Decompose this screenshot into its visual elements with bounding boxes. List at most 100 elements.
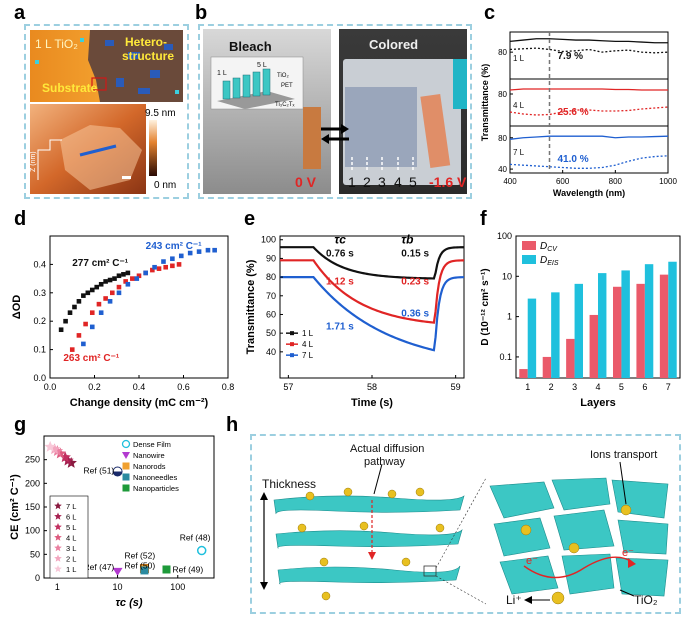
y-tick-label: 0.3: [33, 288, 46, 298]
data-point: [103, 279, 108, 284]
legend-marker: [290, 331, 294, 335]
subplot-annotation: 41.0 %: [558, 154, 589, 165]
legend-label: Nanowire: [133, 451, 165, 460]
y-tick-label: 100: [25, 526, 40, 536]
x-axis-label: Time (s): [351, 397, 393, 409]
series-line: [510, 136, 668, 139]
scale-max: 9.5 nm: [145, 108, 176, 119]
data-point: [170, 256, 175, 261]
data-point: [77, 333, 82, 338]
data-point: [157, 266, 162, 271]
y-axis-label: Transmittance (%): [480, 64, 490, 142]
bar: [668, 262, 676, 378]
tau-b-value: 0.15 s: [401, 249, 429, 260]
legend-label: Nanoneedles: [133, 473, 177, 482]
subplot-frame: [510, 79, 668, 126]
bar: [590, 315, 598, 378]
data-point: [117, 273, 122, 278]
electron-label-2: e⁻: [622, 547, 634, 559]
colored-film: [345, 87, 417, 167]
x-axis-label: Change density (mC cm⁻²): [70, 397, 209, 409]
y-tick-label: 90: [266, 253, 276, 263]
legend-marker: [122, 452, 130, 459]
x-tick-label: 600: [556, 177, 570, 186]
x-tick-label: 400: [503, 177, 517, 186]
thickness-label: Thickness: [262, 477, 316, 491]
x-axis-label: Layers: [580, 397, 615, 409]
tio2-label: TiO₂: [634, 593, 658, 607]
diffusion-label-1: Actual diffusion: [350, 443, 424, 455]
inset-pet: PET: [281, 83, 293, 89]
film-number: 3: [378, 174, 386, 190]
scale-min: 0 nm: [154, 180, 176, 191]
data-point: [103, 296, 108, 301]
panel-h-diagram: Thickness Actual diffusion pathway e⁻ e⁻…: [254, 438, 678, 610]
film-number: 5: [409, 174, 417, 190]
legend-label: 1 L: [302, 329, 314, 338]
x-tick-label: 0.6: [177, 382, 190, 392]
thickness-arrow: [260, 492, 268, 590]
y-tick-label: 0.2: [33, 316, 46, 326]
legend-marker: [123, 474, 130, 481]
data-point: [206, 248, 211, 253]
label-1L-tio2: 1 L TiO₂: [35, 37, 78, 51]
data-point: [112, 276, 117, 281]
panel-label-h: h: [226, 414, 238, 437]
data-point: [130, 276, 135, 281]
data-point: [126, 271, 131, 276]
y-axis-label: ΔOD: [11, 295, 23, 319]
star-legend-label: 1 L: [66, 565, 76, 574]
transmittance-curve: [280, 247, 464, 278]
z-axis-label: Z (nm): [30, 151, 37, 172]
tau-b-header: τb: [401, 232, 413, 246]
x-tick-label: 10: [113, 582, 123, 592]
legend-marker: [290, 353, 294, 357]
legend-swatch: [522, 255, 536, 264]
data-point: [121, 272, 126, 277]
legend-swatch: [522, 241, 536, 250]
film-number: 4: [394, 174, 402, 190]
tio2-flakes-zoom: [490, 478, 668, 596]
data-point: [70, 347, 75, 352]
electron-label-1: e⁻: [526, 555, 538, 567]
x-tick-label: 4: [595, 382, 600, 392]
y-tick-label: 150: [25, 502, 40, 512]
y-tick-label: 50: [266, 328, 276, 338]
data-point: [99, 282, 104, 287]
x-tick-label: 58: [367, 382, 377, 392]
x-tick-label: 6: [642, 382, 647, 392]
subplot-label: 1 L: [513, 54, 525, 63]
bleach-title: Bleach: [229, 39, 272, 54]
data-point: [179, 254, 184, 259]
y-tick-label: 100: [497, 231, 512, 241]
tau-c-value: 1.12 s: [326, 277, 354, 288]
color-scale-bar: [149, 120, 157, 176]
subplot-annotation: 25.6 %: [558, 107, 589, 118]
data-point: [161, 259, 166, 264]
li-label: Li⁺: [506, 593, 522, 607]
chart-f: 12345670.1110100LayersD (10⁻¹² cm² s⁻¹)D…: [476, 228, 686, 412]
star-legend-label: 2 L: [66, 555, 76, 564]
x-tick-label: 0.8: [222, 382, 235, 392]
bar: [645, 264, 653, 378]
data-point: [170, 264, 175, 269]
star-legend-label: 7 L: [66, 502, 76, 511]
legend-marker: [290, 342, 294, 346]
y-tick-label: 1: [507, 312, 512, 322]
legend-label: Nanoparticles: [133, 484, 179, 493]
data-point: [212, 248, 217, 253]
data-point: [94, 285, 99, 290]
y-tick-label: 60: [266, 309, 276, 319]
data-point: [177, 262, 182, 267]
x-tick-label: 0.0: [44, 382, 57, 392]
legend-marker: [123, 441, 130, 448]
tau-c-value: 1.71 s: [326, 321, 354, 332]
inset-tio2: TiO₂: [277, 73, 289, 79]
data-point: [143, 271, 148, 276]
x-axis-label: Wavelength (nm): [553, 188, 625, 198]
bar: [528, 299, 536, 378]
ref-label: Ref (49): [172, 564, 203, 574]
panel-label-b: b: [195, 2, 207, 25]
legend-label: DCV: [540, 241, 558, 253]
y-axis-label: Transmittance (%): [245, 259, 257, 354]
